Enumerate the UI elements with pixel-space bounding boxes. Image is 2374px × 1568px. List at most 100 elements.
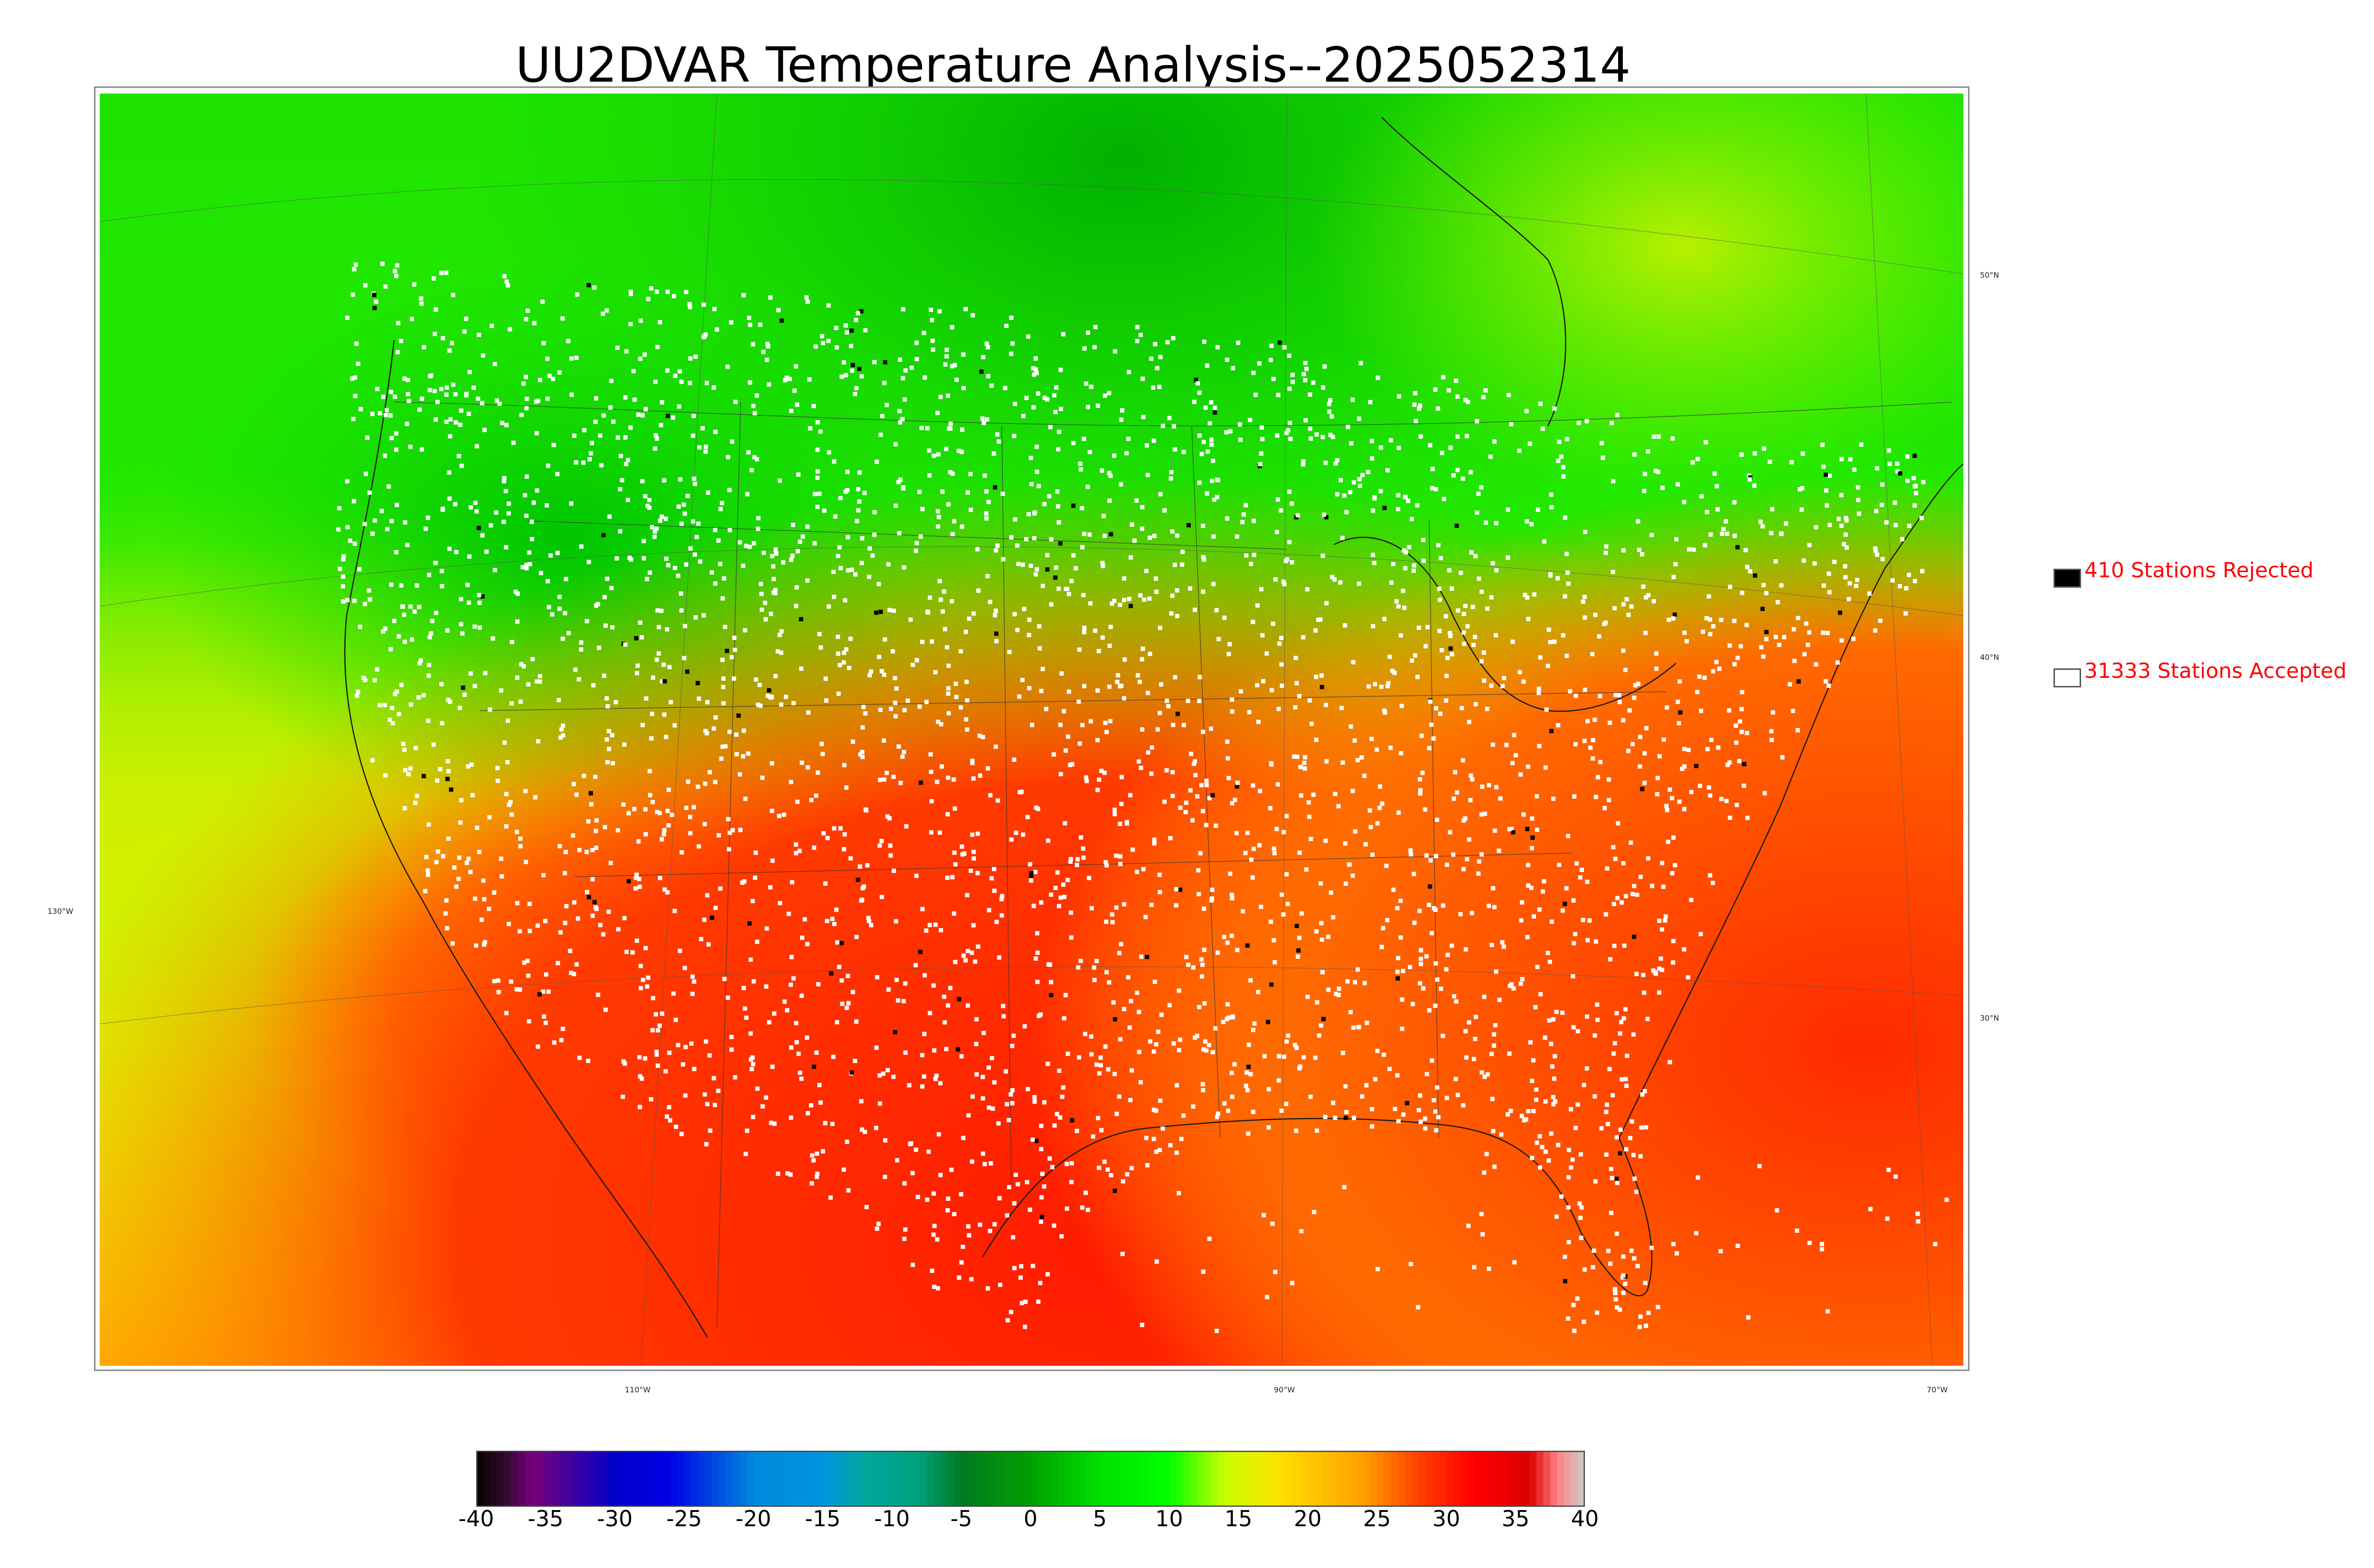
station-marker bbox=[1341, 1051, 1346, 1055]
station-marker bbox=[716, 833, 721, 838]
station-marker bbox=[641, 556, 646, 561]
station-marker bbox=[842, 847, 846, 852]
station-marker bbox=[853, 572, 858, 577]
station-marker bbox=[1312, 1210, 1317, 1214]
station-marker bbox=[1843, 564, 1847, 569]
station-marker bbox=[1632, 1176, 1637, 1181]
station-marker bbox=[504, 824, 509, 829]
station-marker bbox=[1174, 903, 1178, 908]
station-marker bbox=[465, 582, 470, 587]
station-marker bbox=[574, 962, 579, 967]
colorbar-band bbox=[767, 1451, 775, 1507]
station-marker bbox=[1444, 698, 1449, 703]
station-marker bbox=[1327, 402, 1331, 406]
station-marker bbox=[1506, 393, 1511, 397]
station-marker bbox=[523, 493, 528, 498]
station-marker bbox=[1168, 1143, 1173, 1147]
station-marker bbox=[412, 282, 416, 287]
station-marker bbox=[1019, 1301, 1024, 1305]
station-marker bbox=[1770, 507, 1774, 512]
station-marker bbox=[1167, 416, 1172, 421]
station-marker bbox=[842, 832, 847, 837]
station-marker bbox=[1638, 1314, 1643, 1319]
station-marker bbox=[1682, 500, 1686, 505]
station-marker bbox=[1593, 1179, 1598, 1184]
colorbar-band bbox=[649, 1451, 657, 1507]
station-marker bbox=[1419, 733, 1424, 738]
station-marker bbox=[370, 412, 375, 416]
station-marker bbox=[1108, 719, 1112, 723]
colorbar-band bbox=[1543, 1451, 1551, 1507]
station-marker bbox=[1856, 511, 1861, 516]
station-marker bbox=[1907, 573, 1911, 577]
colorbar-band bbox=[531, 1451, 539, 1507]
station-marker bbox=[1578, 1215, 1583, 1220]
station-marker bbox=[850, 739, 855, 744]
station-marker bbox=[1027, 512, 1031, 516]
station-marker bbox=[1127, 597, 1131, 601]
station-marker bbox=[820, 1149, 825, 1154]
station-marker bbox=[845, 488, 850, 492]
station-marker bbox=[1007, 1117, 1011, 1122]
station-marker bbox=[433, 389, 437, 394]
station-marker bbox=[1644, 595, 1648, 600]
station-marker bbox=[1632, 934, 1637, 939]
station-marker bbox=[577, 848, 582, 853]
station-marker bbox=[1511, 830, 1516, 835]
station-marker bbox=[1095, 404, 1100, 408]
station-marker bbox=[660, 1011, 664, 1016]
station-marker bbox=[502, 740, 507, 745]
station-marker bbox=[522, 960, 527, 965]
station-marker bbox=[619, 454, 623, 459]
station-marker bbox=[869, 669, 874, 674]
station-marker bbox=[1526, 883, 1531, 888]
station-marker bbox=[896, 480, 901, 485]
station-marker bbox=[363, 601, 367, 606]
station-marker bbox=[936, 1286, 940, 1291]
station-marker bbox=[725, 365, 730, 369]
station-marker bbox=[650, 712, 654, 716]
station-marker bbox=[1026, 1087, 1030, 1091]
station-marker bbox=[1119, 482, 1123, 487]
station-marker bbox=[888, 853, 893, 858]
station-marker bbox=[658, 320, 662, 325]
accepted-swatch bbox=[2054, 668, 2081, 687]
colorbar-band bbox=[1003, 1451, 1010, 1507]
station-marker bbox=[1418, 434, 1423, 439]
station-marker bbox=[1602, 621, 1607, 626]
station-marker bbox=[1074, 1128, 1079, 1133]
station-marker bbox=[1039, 1195, 1044, 1200]
station-marker bbox=[1761, 654, 1766, 659]
station-marker bbox=[405, 378, 410, 382]
station-marker bbox=[1406, 498, 1411, 503]
station-marker bbox=[760, 607, 764, 612]
station-marker bbox=[608, 861, 613, 865]
station-marker bbox=[1279, 636, 1284, 640]
station-marker bbox=[776, 1172, 781, 1176]
station-marker bbox=[1530, 836, 1535, 840]
station-marker bbox=[1419, 962, 1423, 967]
station-marker bbox=[1154, 1108, 1159, 1113]
colorbar-band bbox=[1079, 1451, 1086, 1507]
station-marker bbox=[1026, 334, 1031, 339]
station-marker bbox=[707, 770, 712, 775]
station-marker bbox=[767, 382, 771, 387]
station-marker bbox=[515, 829, 519, 834]
station-marker bbox=[989, 1161, 993, 1166]
temperature-map bbox=[100, 94, 1963, 1366]
station-marker bbox=[557, 844, 562, 849]
station-marker bbox=[713, 1103, 717, 1108]
station-marker bbox=[814, 793, 819, 798]
station-marker bbox=[350, 376, 355, 381]
station-marker bbox=[1353, 829, 1357, 834]
colorbar-band bbox=[1349, 1451, 1357, 1507]
station-marker bbox=[1415, 503, 1420, 507]
station-marker bbox=[1395, 1073, 1400, 1078]
station-marker bbox=[564, 904, 569, 909]
station-marker bbox=[416, 695, 421, 700]
station-marker bbox=[1229, 933, 1234, 938]
station-marker bbox=[1036, 391, 1040, 396]
station-marker bbox=[1149, 771, 1154, 776]
station-marker bbox=[1303, 361, 1308, 366]
colorbar-tick-label: -15 bbox=[805, 1506, 841, 1531]
